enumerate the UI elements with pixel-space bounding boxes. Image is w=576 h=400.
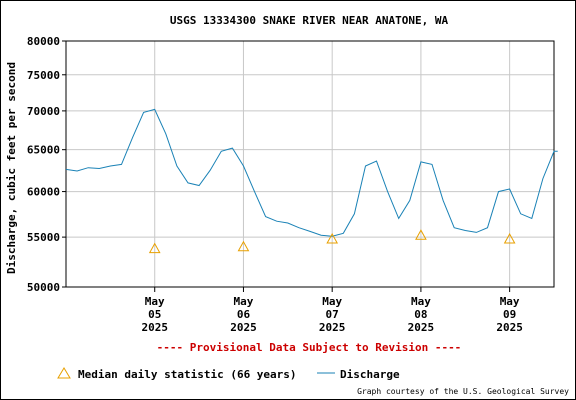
x-tick-label: 2025 bbox=[230, 321, 257, 334]
plot-area bbox=[65, 40, 555, 288]
grid bbox=[66, 41, 554, 287]
x-tick-label: 08 bbox=[414, 308, 427, 321]
x-axis-ticks: May052025May062025May072025May082025May0… bbox=[141, 287, 523, 334]
y-tick-label: 80000 bbox=[27, 35, 60, 48]
x-tick-label: 06 bbox=[237, 308, 251, 321]
x-tick-label: 09 bbox=[503, 308, 516, 321]
median-triangle-point bbox=[326, 232, 339, 244]
legend-median-triangle-icon bbox=[57, 367, 71, 379]
x-tick-label: 2025 bbox=[141, 321, 168, 334]
y-axis-ticks: 50000 55000 60000 65000 70000 75000 80000 bbox=[27, 35, 66, 294]
y-tick-label: 70000 bbox=[27, 105, 60, 118]
median-triangle-point bbox=[237, 240, 250, 252]
y-tick-label: 60000 bbox=[27, 186, 60, 199]
y-tick-label: 55000 bbox=[27, 231, 60, 244]
y-tick-label: 75000 bbox=[27, 69, 60, 82]
median-triangle-point bbox=[503, 232, 516, 244]
provisional-notice: ---- Provisional Data Subject to Revisio… bbox=[157, 341, 462, 354]
x-tick-label: 2025 bbox=[319, 321, 346, 334]
x-tick-label: 07 bbox=[326, 308, 339, 321]
median-series bbox=[148, 229, 516, 254]
chart-title: USGS 13334300 SNAKE RIVER NEAR ANATONE, … bbox=[170, 14, 449, 27]
x-tick-label: 2025 bbox=[496, 321, 523, 334]
discharge-series-line bbox=[65, 108, 558, 237]
x-tick-label: May bbox=[322, 295, 342, 308]
median-triangle-point bbox=[415, 229, 427, 240]
legend: Median daily statistic (66 years) Discha… bbox=[57, 367, 400, 381]
legend-discharge-label: Discharge bbox=[340, 368, 400, 381]
y-tick-label: 65000 bbox=[27, 144, 60, 157]
x-tick-label: May bbox=[145, 295, 165, 308]
x-tick-label: May bbox=[411, 295, 431, 308]
x-tick-label: May bbox=[234, 295, 254, 308]
y-tick-label: 50000 bbox=[27, 281, 60, 294]
x-tick-label: May bbox=[500, 295, 520, 308]
median-triangle-point bbox=[148, 242, 161, 254]
x-tick-label: 2025 bbox=[408, 321, 435, 334]
legend-median-label: Median daily statistic (66 years) bbox=[78, 368, 297, 381]
credit-text: Graph courtesy of the U.S. Geological Su… bbox=[357, 387, 569, 396]
y-axis-label: Discharge, cubic feet per second bbox=[5, 62, 18, 274]
x-tick-label: 05 bbox=[148, 308, 161, 321]
